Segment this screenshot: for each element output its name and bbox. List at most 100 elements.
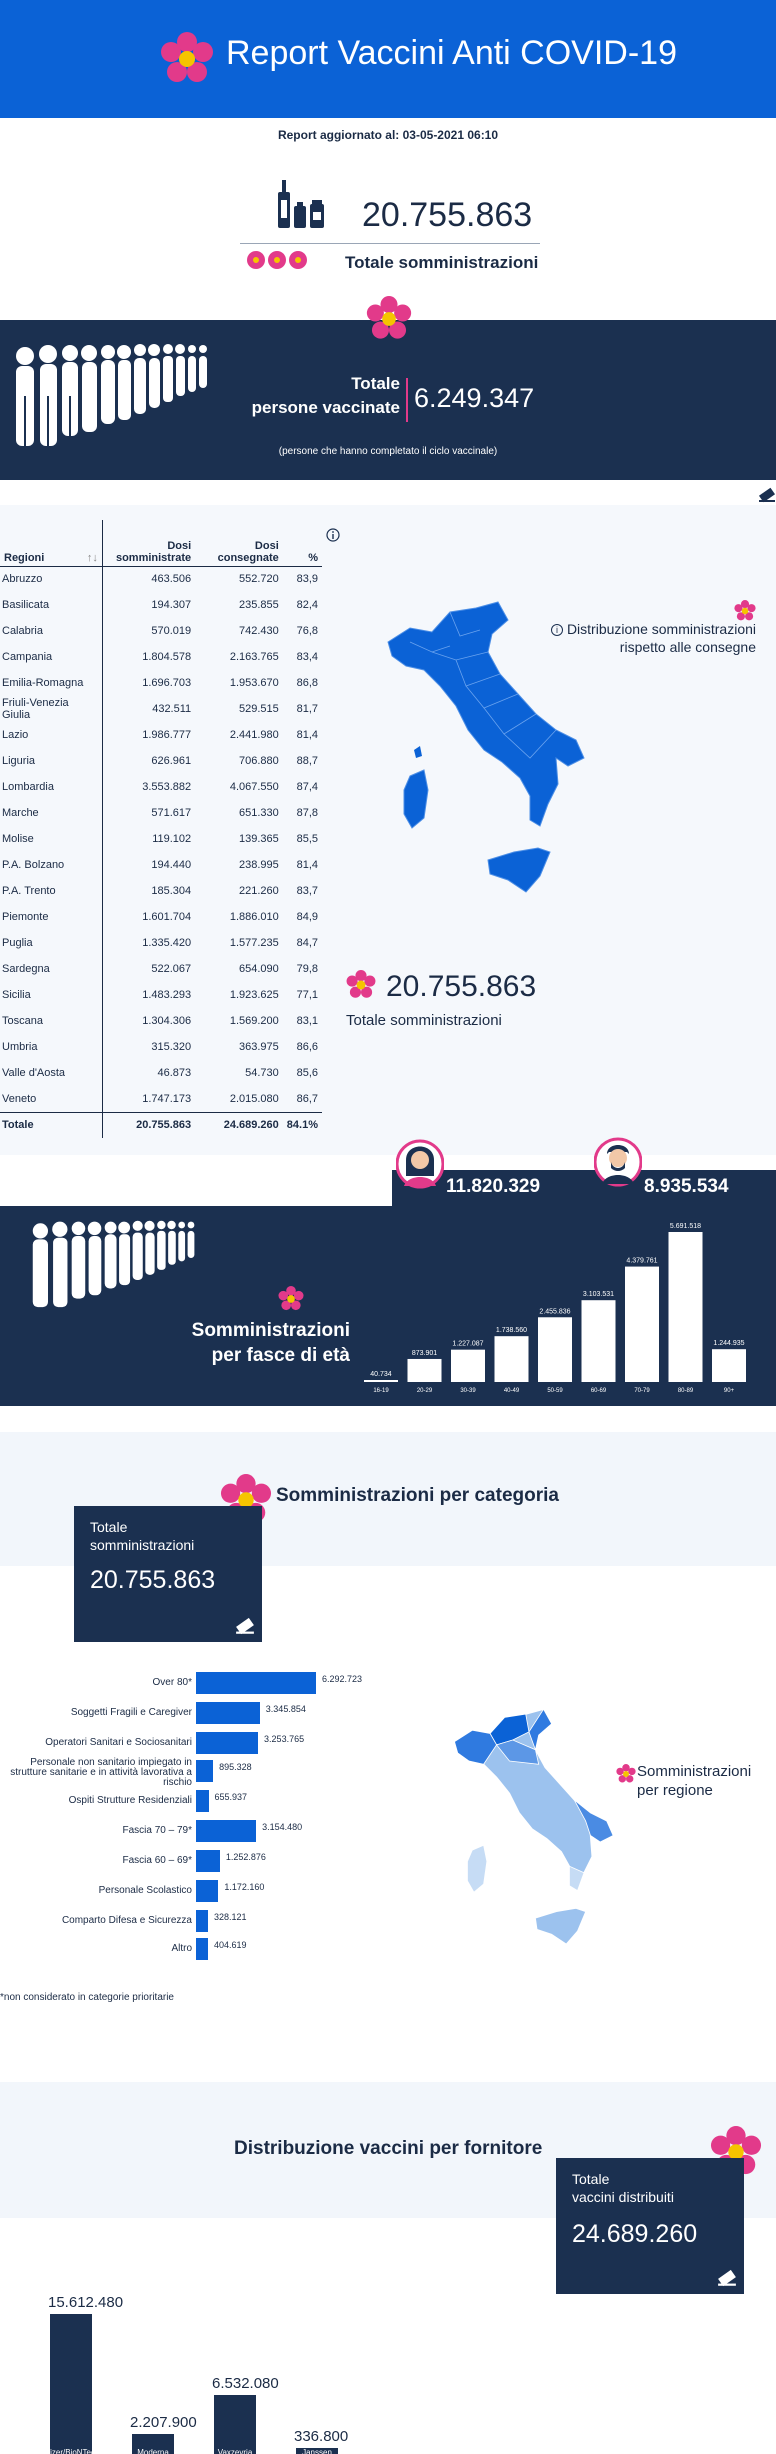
updated-timestamp: Report aggiornato al: 03-05-2021 06:10 [277, 128, 499, 142]
age-bar-value: 873.901 [412, 1350, 437, 1357]
table-row[interactable]: Sicilia 1.483.293 1.923.625 77,1 [0, 982, 322, 1008]
eraser-icon[interactable] [758, 486, 776, 504]
category-value: 3.345.854 [265, 1704, 306, 1714]
eraser-icon[interactable] [716, 2268, 738, 2288]
delivered-pct: 81,4 [296, 859, 318, 871]
doses-delivered: 742.430 [239, 625, 279, 637]
doses-given: 1.304.306 [142, 1015, 192, 1027]
table-row[interactable]: Campania 1.804.578 2.163.765 83,4 [0, 644, 322, 670]
age-axis-label: 50-59 [547, 1388, 563, 1394]
age-bar[interactable] [668, 1232, 703, 1382]
age-bar-value: 1.227.087 [452, 1341, 483, 1348]
regions-total-label: Totale somministrazioni [346, 1012, 502, 1029]
table-row[interactable]: Emilia-Romagna 1.696.703 1.953.670 86,8 [0, 670, 322, 696]
category-bar[interactable] [196, 1790, 209, 1812]
category-bar[interactable] [196, 1820, 257, 1842]
flower-icon [616, 1764, 636, 1783]
category-label: Operatori Sanitari e Sociosanitari [45, 1737, 192, 1748]
delivered-pct: 87,4 [296, 781, 318, 793]
age-axis-label: 16-19 [373, 1388, 389, 1394]
table-row[interactable]: Toscana 1.304.306 1.569.200 83,1 [0, 1008, 322, 1034]
age-bar[interactable] [625, 1266, 659, 1382]
age-bar[interactable] [364, 1380, 398, 1382]
table-row[interactable]: Liguria 626.961 706.880 88,7 [0, 748, 322, 774]
supplier-bar[interactable] [296, 2448, 338, 2454]
region-name: Calabria [0, 618, 103, 644]
delivered-pct: 86,7 [296, 1092, 318, 1105]
region-name: Veneto [0, 1086, 103, 1112]
category-title: Somministrazioni per categoria [276, 1485, 559, 1506]
age-bar-value: 5.691.518 [670, 1223, 701, 1230]
supplier-label: Janssen [302, 2448, 332, 2454]
table-row[interactable]: Veneto 1.747.173 2.015.080 86,7 [0, 1086, 322, 1112]
italy-map[interactable] [380, 590, 590, 900]
supplier-bar[interactable] [50, 2314, 92, 2454]
age-bar[interactable] [494, 1336, 529, 1382]
supplier-bar[interactable] [214, 2395, 256, 2454]
region-name: Abruzzo [0, 566, 103, 592]
table-row[interactable]: Umbria 315.320 363.975 86,6 [0, 1034, 322, 1060]
category-bar[interactable] [196, 1938, 208, 1960]
doses-given: 1.601.704 [142, 911, 192, 923]
category-bar[interactable] [196, 1702, 260, 1724]
eraser-icon[interactable] [234, 1616, 256, 1636]
doses-given: 432.511 [152, 703, 192, 715]
age-bar-value: 1.244.935 [713, 1340, 744, 1347]
regions-total-value: 20.755.863 [386, 970, 537, 1003]
delivered-pct: 84,9 [296, 911, 318, 923]
delivered-pct: 88,7 [296, 755, 318, 767]
age-bar-value: 40.734 [370, 1371, 392, 1378]
age-bar-value: 3.103.531 [583, 1291, 614, 1298]
category-bar[interactable] [196, 1672, 316, 1694]
category-bar[interactable] [196, 1760, 214, 1782]
doses-delivered: 238.995 [239, 859, 279, 871]
table-row[interactable]: Marche 571.617 651.330 87,8 [0, 800, 322, 826]
category-bar[interactable] [196, 1880, 219, 1902]
delivered-pct: 84.1% [282, 1111, 322, 1138]
category-label: Altro [171, 1943, 192, 1954]
info-icon[interactable]: i [551, 624, 564, 636]
table-row[interactable]: Lazio 1.986.777 2.441.980 81,4 [0, 722, 322, 748]
total-administrations-value: 20.755.863 [362, 196, 533, 234]
table-row[interactable]: Basilicata 194.307 235.855 82,4 [0, 592, 322, 618]
age-bar[interactable] [581, 1300, 616, 1382]
table-row[interactable]: Piemonte 1.601.704 1.886.010 84,9 [0, 904, 322, 930]
category-bar[interactable] [196, 1732, 259, 1754]
table-row[interactable]: Abruzzo 463.506 552.720 83,9 [0, 566, 322, 592]
table-row[interactable]: Valle d'Aosta 46.873 54.730 85,6 [0, 1060, 322, 1086]
table-row[interactable]: Lombardia 3.553.882 4.067.550 87,4 [0, 774, 322, 800]
info-icon[interactable] [326, 528, 340, 542]
doses-delivered: 235.855 [239, 599, 279, 611]
category-value: 328.121 [214, 1912, 247, 1922]
category-bar[interactable] [196, 1910, 208, 1932]
age-bar[interactable] [538, 1317, 572, 1382]
doses-given: 194.440 [151, 859, 192, 871]
table-row[interactable]: Puglia 1.335.420 1.577.235 84,7 [0, 930, 322, 956]
age-bar[interactable] [407, 1358, 442, 1382]
age-axis-label: 60-69 [591, 1388, 607, 1394]
table-total-row[interactable]: Totale 20.755.863 24.689.260 84.1% [0, 1111, 322, 1138]
table-row[interactable]: P.A. Bolzano 194.440 238.995 81,4 [0, 852, 322, 878]
table-row[interactable]: P.A. Trento 185.304 221.260 83,7 [0, 878, 322, 904]
table-row[interactable]: Calabria 570.019 742.430 76,8 [0, 618, 322, 644]
age-bar[interactable] [451, 1349, 485, 1382]
table-row[interactable]: Friuli-Venezia Giulia 432.511 529.515 81,7 [0, 696, 322, 722]
people-vaccinated-label: Totale persone vaccinate [251, 374, 400, 417]
age-bar[interactable] [712, 1349, 746, 1382]
col-region[interactable]: Regioni ↑↓ [0, 520, 103, 567]
doses-given: 1.335.420 [142, 937, 192, 949]
category-label: Personale non sanitario impiegato in str… [10, 1757, 192, 1788]
female-avatar-icon [396, 1139, 444, 1189]
delivered-pct: 81,4 [296, 729, 318, 741]
supplier-bar[interactable] [132, 2434, 174, 2454]
table-row[interactable]: Molise 119.102 139.365 85,5 [0, 826, 322, 852]
region-name: Valle d'Aosta [0, 1060, 103, 1086]
doses-given: 1.804.578 [142, 651, 192, 663]
italy-region-map[interactable] [448, 1690, 618, 1960]
people-vaccinated-band [0, 320, 776, 480]
sort-icon[interactable]: ↑↓ [86, 551, 98, 564]
table-row[interactable]: Sardegna 522.067 654.090 79,8 [0, 956, 322, 982]
category-bar[interactable] [196, 1850, 220, 1872]
flower-icon [346, 970, 376, 998]
doses-given: 315.320 [151, 1041, 192, 1053]
